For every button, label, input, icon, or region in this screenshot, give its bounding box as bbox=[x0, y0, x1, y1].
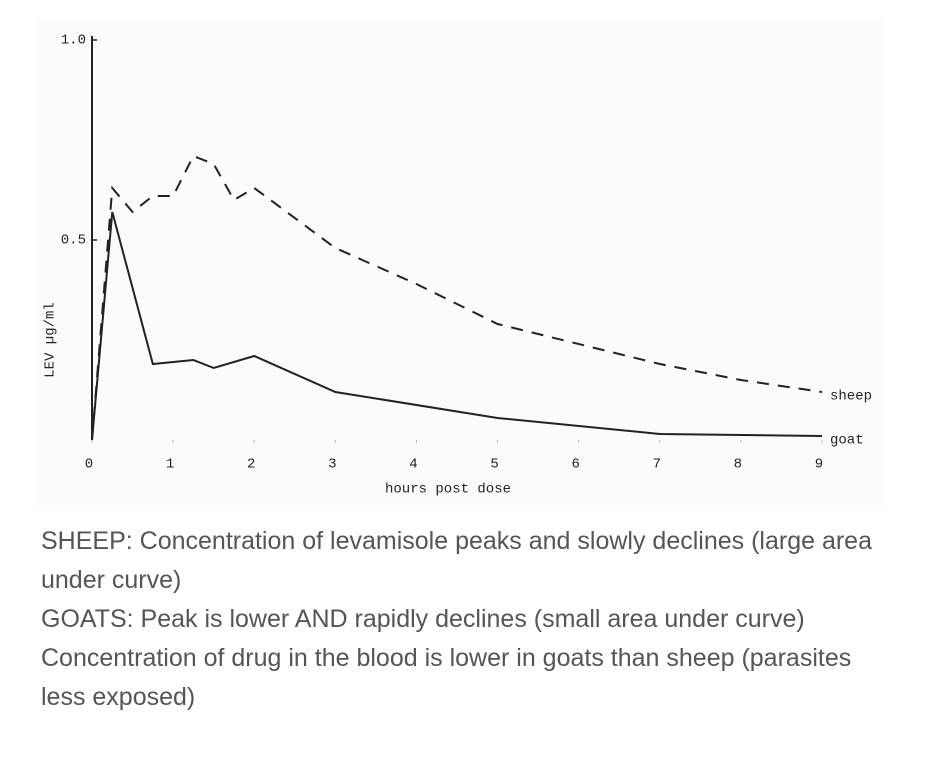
x-tick-label: 8 bbox=[734, 457, 742, 473]
series-label: goat bbox=[830, 433, 864, 449]
series-line bbox=[91, 211, 823, 441]
x-tick-label: 2 bbox=[247, 457, 255, 473]
y-axis-label: LEV µg/ml bbox=[43, 302, 59, 378]
caption-line: SHEEP: Concentration of levamisole peaks… bbox=[41, 527, 872, 594]
x-tick-label: 5 bbox=[490, 457, 498, 473]
chart-background bbox=[37, 20, 885, 506]
y-tick-label: 1.0 bbox=[61, 33, 86, 49]
x-axis-label: hours post dose bbox=[385, 482, 511, 498]
caption-line: Concentration of drug in the blood is lo… bbox=[41, 644, 852, 711]
caption: SHEEP: Concentration of levamisole peaks… bbox=[41, 522, 886, 717]
y-tick-label: 0.5 bbox=[61, 233, 86, 249]
series-label: sheep bbox=[830, 389, 872, 405]
x-tick-label: 6 bbox=[571, 457, 579, 473]
x-tick-label: 1 bbox=[166, 457, 174, 473]
x-tick-label: 3 bbox=[328, 457, 336, 473]
caption-line: GOATS: Peak is lower AND rapidly decline… bbox=[41, 605, 805, 633]
x-tick-label: 0 bbox=[85, 457, 93, 473]
x-tick-label: 4 bbox=[409, 457, 417, 473]
chart: LEV µg/ml hours post dose 0.5 1.0 0 1 2 3 4 5 6 7… bbox=[37, 20, 885, 506]
x-tick-label: 7 bbox=[653, 457, 661, 473]
x-tick-label: 9 bbox=[815, 457, 823, 473]
